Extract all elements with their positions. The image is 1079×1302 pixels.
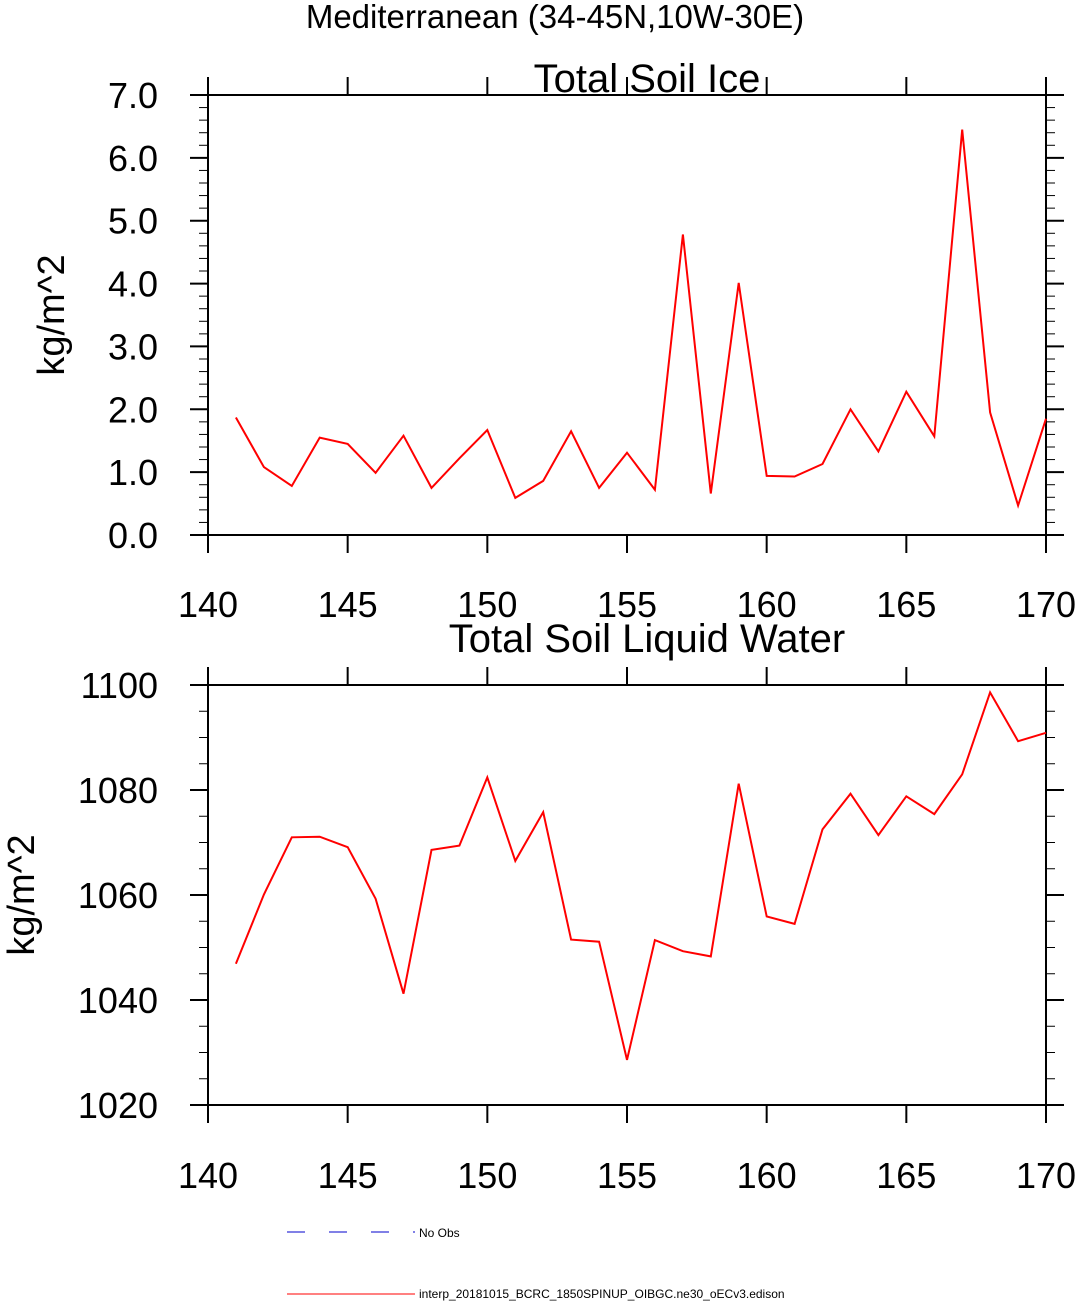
legend-model-label: interp_20181015_BCRC_1850SPINUP_OIBGC.ne…: [419, 1287, 785, 1301]
soil-ice-ytick-label: 2.0: [108, 389, 158, 430]
soil-ice-ytick-label: 1.0: [108, 452, 158, 493]
legend: No Obs interp_20181015_BCRC_1850SPINUP_O…: [287, 1226, 785, 1301]
soil-liquid-water-ytick-label: 1040: [78, 980, 158, 1021]
soil-ice-ylabel: kg/m^2: [31, 254, 73, 375]
soil-ice-title: Total Soil Ice: [534, 57, 761, 101]
soil-liquid-water-xtick-label: 140: [178, 1155, 238, 1196]
soil-ice-ytick-label: 6.0: [108, 138, 158, 179]
soil-ice-xtick-label: 145: [318, 584, 378, 625]
soil-liquid-water-ytick-label: 1060: [78, 875, 158, 916]
soil-ice-series-line: [235, 129, 1047, 509]
soil-ice-xtick-label: 160: [737, 584, 797, 625]
soil-ice-panel: Total Soil Ice kg/m^2 140 145 150 155 160 165 17…: [31, 57, 1076, 625]
soil-liquid-water-xtick-label: 165: [876, 1155, 936, 1196]
soil-liquid-water-plot-frame: [207, 684, 1047, 1106]
soil-ice-ytick-label: 5.0: [108, 201, 158, 242]
soil-liquid-water-panel: Total Soil Liquid Water kg/m^2 140 145 150 15…: [1, 617, 1076, 1196]
soil-ice-ytick-label: 3.0: [108, 326, 158, 367]
soil-ice-xtick-label: 165: [876, 584, 936, 625]
soil-liquid-water-xtick-label: 150: [457, 1155, 517, 1196]
soil-liquid-water-ytick-label: 1100: [81, 665, 158, 706]
soil-ice-ytick-label: 7.0: [108, 75, 158, 116]
legend-no-obs-label: No Obs: [419, 1226, 460, 1240]
figure-title: Mediterranean (34-45N,10W-30E): [306, 0, 804, 35]
soil-liquid-water-xtick-label: 170: [1016, 1155, 1076, 1196]
soil-ice-xtick-label: 155: [597, 584, 657, 625]
soil-ice-ytick-label: 4.0: [108, 264, 158, 305]
soil-ice-xtick-label: 140: [178, 584, 238, 625]
soil-liquid-water-title: Total Soil Liquid Water: [449, 617, 845, 661]
soil-liquid-water-xtick-label: 160: [737, 1155, 797, 1196]
soil-ice-xtick-label: 150: [457, 584, 517, 625]
soil-liquid-water-ytick-label: 1080: [78, 770, 158, 811]
soil-ice-xtick-label: 170: [1016, 584, 1076, 625]
soil-liquid-water-ytick-label: 1020: [78, 1085, 158, 1126]
soil-liquid-water-xtick-label: 155: [597, 1155, 657, 1196]
soil-liquid-water-xtick-label: 145: [318, 1155, 378, 1196]
soil-ice-plot-frame: [207, 94, 1047, 536]
soil-liquid-water-series-line: [234, 689, 1047, 1061]
soil-liquid-water-ylabel: kg/m^2: [1, 834, 43, 955]
soil-ice-ytick-label: 0.0: [108, 515, 158, 556]
